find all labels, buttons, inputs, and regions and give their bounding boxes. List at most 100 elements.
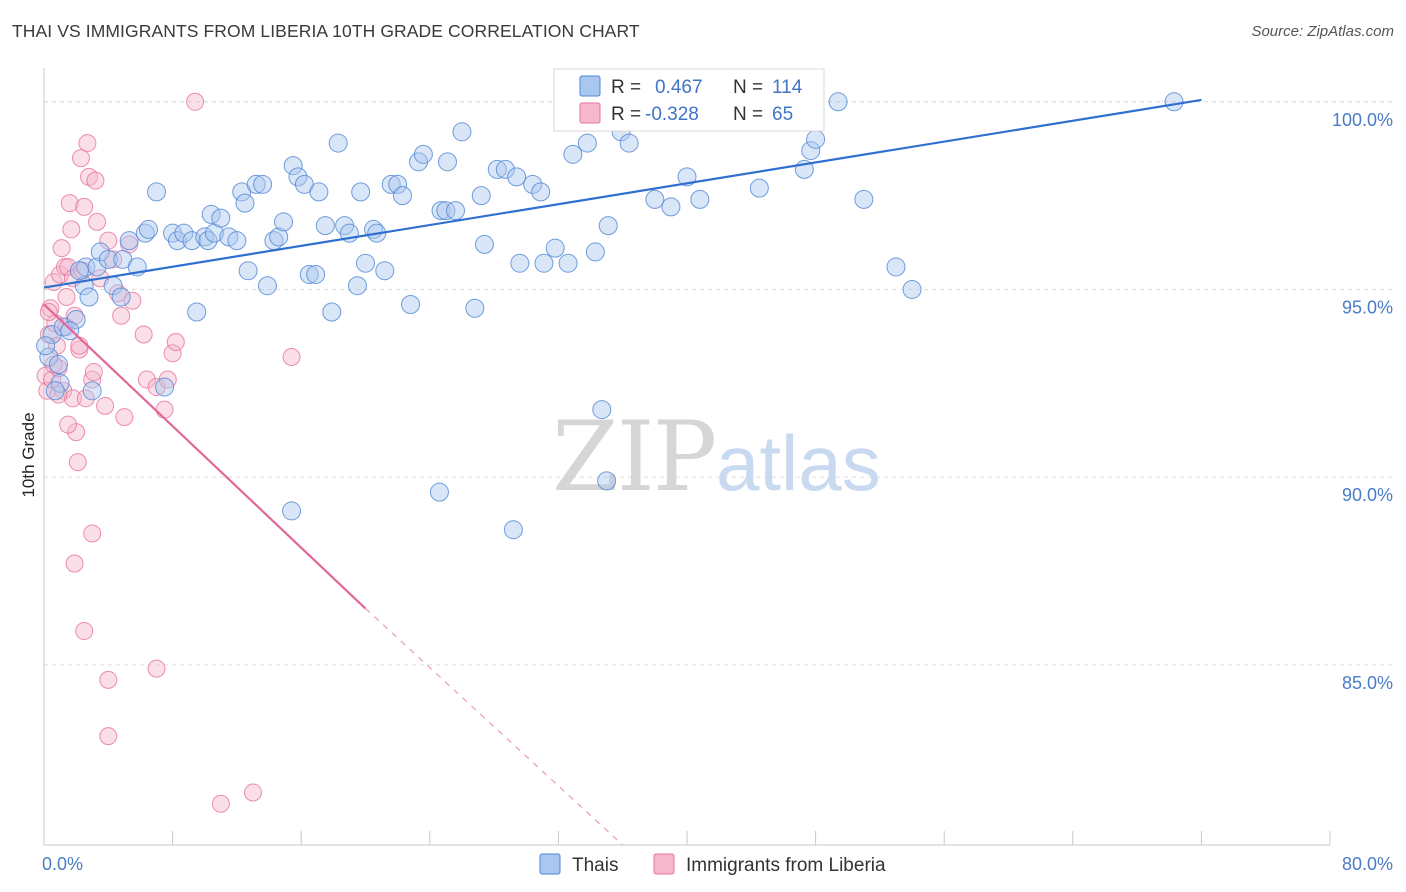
- scatter-point: [88, 212, 107, 231]
- scatter-point: [545, 238, 565, 258]
- scatter-point: [801, 141, 821, 161]
- scatter-point: [246, 174, 266, 194]
- watermark-zip: ZIP: [552, 401, 715, 513]
- scatter-point: [48, 355, 68, 375]
- scatter-point: [86, 171, 105, 190]
- scatter-point: [60, 194, 79, 213]
- scatter-point: [84, 363, 103, 382]
- correlation-legend: R = 0.467 N = 114 R = -0.328 N = 65: [553, 68, 825, 132]
- trend-line-thais: [43, 98, 1202, 289]
- trend-lines: [43, 98, 1202, 846]
- scatter-point: [806, 129, 826, 149]
- scatter-point: [531, 182, 551, 202]
- scatter-point: [446, 201, 466, 221]
- legend-n-value-liberia: 65: [772, 104, 793, 125]
- scatter-point: [70, 336, 89, 355]
- scatter-point: [123, 291, 142, 310]
- scatter-point: [138, 219, 158, 239]
- scatter-point: [431, 201, 451, 221]
- x-axis-ticks: [43, 831, 1331, 845]
- scatter-point: [57, 287, 76, 306]
- scatter-point: [62, 220, 81, 239]
- scatter-point: [388, 174, 408, 194]
- scatter-point: [99, 727, 118, 746]
- scatter-point: [690, 189, 710, 209]
- scatter-point: [90, 242, 110, 262]
- legend-r-label-liberia: R =: [611, 104, 641, 125]
- scatter-point: [75, 622, 94, 641]
- scatter-point: [83, 524, 102, 543]
- scatter-point: [351, 182, 371, 202]
- legend-swatch-thais: [579, 75, 601, 97]
- scatter-point: [429, 482, 449, 502]
- scatter-point: [52, 239, 71, 258]
- x-tick-label-max: 80.0%: [1342, 854, 1393, 874]
- scatter-point: [227, 231, 247, 251]
- scatter-point: [75, 197, 94, 216]
- scatter-point: [166, 333, 185, 352]
- y-tick-label: 95.0%: [1342, 297, 1393, 317]
- scatter-point: [253, 174, 273, 194]
- scatter-point: [66, 309, 86, 329]
- bottom-legend-label-thais: Thais: [572, 855, 618, 876]
- scatter-point: [598, 216, 618, 236]
- scatter-point: [195, 227, 215, 247]
- scatter-point: [619, 133, 639, 153]
- legend-swatch-liberia: [579, 102, 601, 124]
- scatter-point: [577, 133, 597, 153]
- scatter-point: [854, 189, 874, 209]
- scatter-point: [413, 144, 433, 164]
- bottom-legend-swatch-thais: [539, 853, 561, 875]
- scatter-point: [135, 223, 155, 243]
- scatter-point: [749, 178, 769, 198]
- scatter-point: [98, 249, 118, 269]
- scatter-point: [99, 231, 118, 250]
- scatter-point: [71, 149, 90, 168]
- scatter-point: [69, 261, 89, 281]
- legend-r-label-thais: R =: [611, 77, 641, 98]
- scatter-point: [592, 400, 612, 420]
- scatter-point: [186, 92, 205, 111]
- scatter-point: [392, 186, 412, 206]
- scatter-point: [198, 231, 218, 251]
- legend-n-value-thais: 114: [772, 77, 803, 98]
- scatter-point: [269, 227, 289, 247]
- scatter-point: [645, 189, 665, 209]
- scatter-point: [182, 231, 202, 251]
- series-legend: Thais Immigrants from Liberia: [539, 853, 886, 876]
- scatter-point: [471, 186, 491, 206]
- scatter-point: [322, 302, 342, 322]
- scatter-point: [503, 520, 523, 540]
- scatter-point: [356, 253, 375, 273]
- scatter-point: [45, 381, 65, 401]
- scatter-point: [60, 321, 80, 341]
- scatter-point: [597, 471, 617, 491]
- scatter-point: [68, 453, 87, 472]
- scatter-point: [137, 370, 156, 389]
- scatter-point: [155, 400, 174, 419]
- scatter-point: [661, 197, 681, 217]
- y-axis-label: 10th Grade: [19, 412, 38, 497]
- scatter-point: [1164, 92, 1184, 112]
- scatter-point: [677, 167, 697, 187]
- scatter-point: [510, 253, 530, 273]
- scatter-point: [585, 242, 605, 262]
- scatter-point: [235, 193, 255, 213]
- scatter-point: [47, 336, 66, 355]
- bottom-legend-swatch-liberia: [653, 853, 675, 875]
- scatter-point: [243, 783, 262, 802]
- y-axis-tick-labels: 85.0% 90.0% 95.0% 100.0%: [1332, 110, 1393, 693]
- scatter-point: [99, 670, 118, 689]
- y-tick-label: 85.0%: [1342, 673, 1393, 693]
- x-tick-label-min: 0.0%: [42, 854, 83, 874]
- scatter-point: [283, 156, 303, 176]
- scatter-point: [328, 133, 348, 153]
- scatter-point: [76, 389, 95, 408]
- scatter-point: [288, 167, 308, 187]
- scatter-point: [134, 325, 153, 344]
- scatter-point: [886, 257, 906, 277]
- source-credit: Source: ZipAtlas.com: [1251, 23, 1394, 40]
- scatter-point: [174, 223, 194, 243]
- series-liberia-points: [36, 92, 301, 813]
